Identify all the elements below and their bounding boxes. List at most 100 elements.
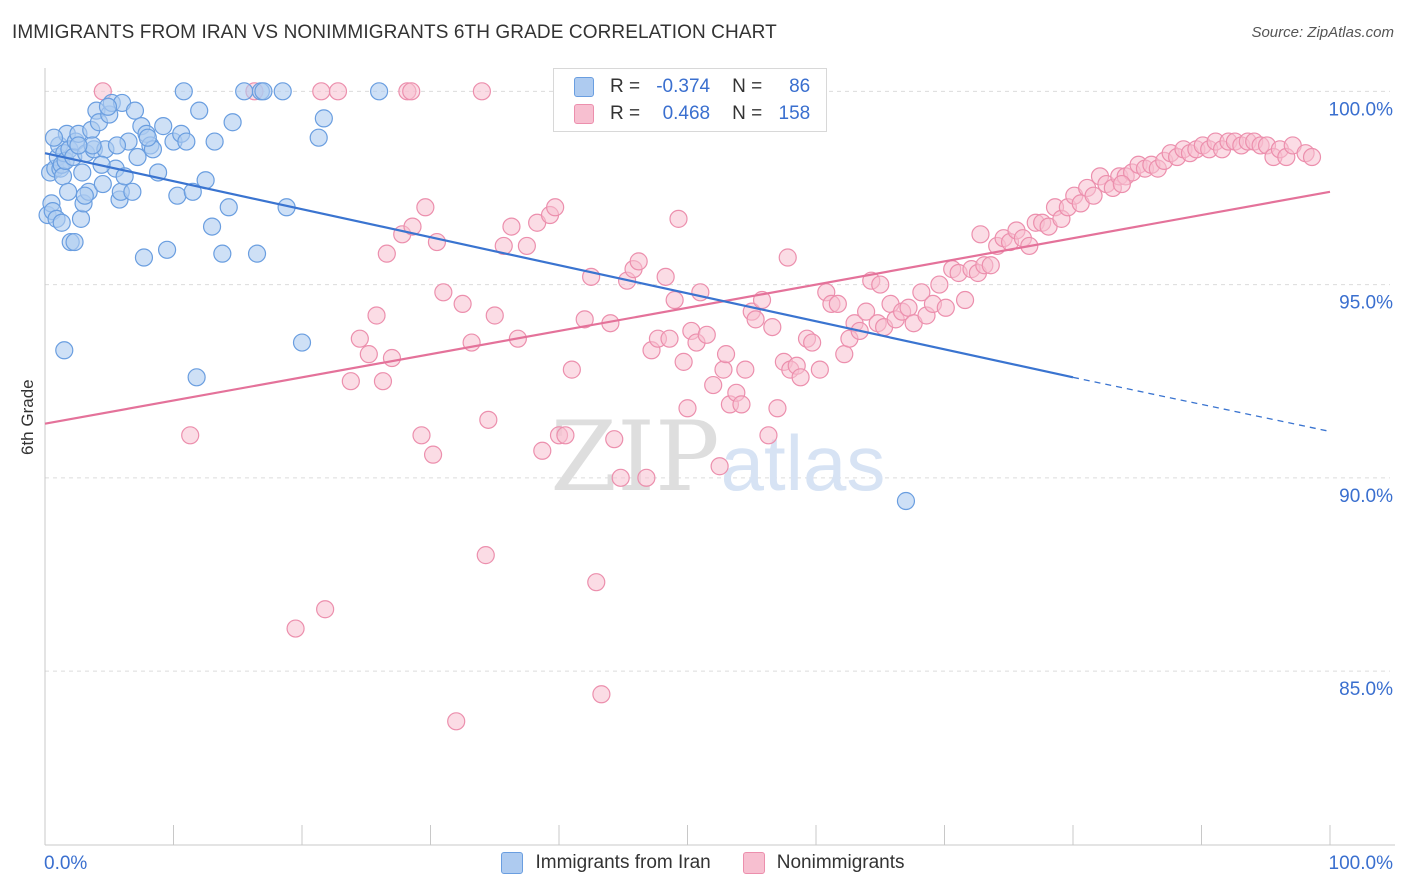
watermark: ZIP atlas <box>550 401 885 513</box>
data-point-nonimmigrants <box>930 275 949 294</box>
chart-title: IMMIGRANTS FROM IRAN VS NONIMMIGRANTS 6T… <box>12 22 777 43</box>
legend-label-nonimmigrants: Nonimmigrants <box>776 852 905 873</box>
data-point-nonimmigrants <box>835 345 854 364</box>
data-point-nonimmigrants <box>517 236 536 256</box>
data-point-nonimmigrants <box>533 441 552 460</box>
data-point-nonimmigrants <box>434 283 453 302</box>
data-point-iran <box>314 109 333 128</box>
data-point-iran <box>73 163 92 182</box>
data-point-nonimmigrants <box>494 236 513 256</box>
data-point-iran <box>370 82 389 101</box>
data-point-nonimmigrants <box>716 345 736 364</box>
data-point-nonimmigrants <box>611 468 630 487</box>
data-point-iran <box>174 82 193 101</box>
data-point-iran <box>168 186 187 205</box>
data-point-iran <box>202 217 222 236</box>
data-point-iran <box>107 136 127 155</box>
y-tick-label: 95.0% <box>1339 293 1393 314</box>
data-point-nonimmigrants <box>871 275 890 294</box>
data-point-nonimmigrants <box>427 232 447 252</box>
data-point-iran <box>65 232 84 252</box>
data-point-nonimmigrants <box>1084 186 1103 205</box>
source-label: Source: ZipAtlas.com <box>1251 24 1394 41</box>
data-point-iran <box>52 213 71 232</box>
data-point-nonimmigrants <box>359 345 378 364</box>
data-point-nonimmigrants <box>936 298 955 317</box>
data-point-iran <box>154 117 173 136</box>
r-label: R = <box>610 103 641 124</box>
y-tick-label: 90.0% <box>1339 486 1393 507</box>
data-point-iran <box>157 240 177 259</box>
data-point-nonimmigrants <box>697 325 716 344</box>
data-point-nonimmigrants <box>810 360 829 379</box>
data-point-iran <box>55 341 74 360</box>
data-point-nonimmigrants <box>746 310 765 329</box>
data-point-iran <box>223 113 242 132</box>
data-point-nonimmigrants <box>416 198 435 217</box>
data-point-nonimmigrants <box>485 306 504 325</box>
data-point-iran <box>98 97 118 116</box>
data-point-nonimmigrants <box>472 82 491 101</box>
series-nonimmigrants <box>93 82 1322 731</box>
r-label: R = <box>610 76 641 97</box>
data-point-nonimmigrants <box>759 426 778 445</box>
data-point-nonimmigrants <box>637 468 656 487</box>
data-point-nonimmigrants <box>502 217 521 236</box>
data-point-iran <box>187 368 206 387</box>
legend-item-nonimmigrants[interactable]: Nonimmigrants <box>742 852 905 874</box>
data-point-nonimmigrants <box>629 252 648 271</box>
x-tick-label-min: 0.0% <box>44 853 87 874</box>
swatch-iran <box>574 77 594 97</box>
data-point-nonimmigrants <box>763 317 782 337</box>
data-point-nonimmigrants <box>955 290 975 310</box>
data-point-iran <box>219 198 238 217</box>
data-point-nonimmigrants <box>704 375 723 395</box>
r-value-nonimmigrants: 0.468 <box>662 103 711 124</box>
trend-line-iran-extension <box>1072 376 1331 433</box>
data-point-nonimmigrants <box>341 372 360 391</box>
r-value-iran: -0.374 <box>656 76 711 97</box>
data-point-nonimmigrants <box>592 685 611 704</box>
data-point-nonimmigrants <box>678 399 697 418</box>
stats-row-iran: R = -0.374 N = 86 <box>574 74 810 100</box>
data-point-iran <box>138 128 157 147</box>
data-point-nonimmigrants <box>710 457 729 476</box>
data-point-nonimmigrants <box>447 712 466 731</box>
data-point-iran <box>309 128 328 147</box>
data-point-iran <box>71 209 91 228</box>
data-point-nonimmigrants <box>181 426 200 445</box>
data-point-nonimmigrants <box>803 333 822 352</box>
data-point-nonimmigrants <box>674 352 693 371</box>
data-point-nonimmigrants <box>768 399 787 418</box>
n-label: N = <box>732 103 763 124</box>
data-point-nonimmigrants <box>412 426 431 445</box>
legend-swatch-iran <box>501 852 524 874</box>
data-point-nonimmigrants <box>316 600 335 619</box>
data-point-nonimmigrants <box>423 445 443 464</box>
data-point-nonimmigrants <box>714 360 733 379</box>
data-point-nonimmigrants <box>546 198 565 217</box>
data-point-iran <box>125 101 145 120</box>
data-point-nonimmigrants <box>377 244 396 263</box>
data-point-nonimmigrants <box>656 267 675 286</box>
data-point-iran <box>254 82 273 101</box>
data-point-nonimmigrants <box>479 410 498 429</box>
data-point-nonimmigrants <box>367 306 386 325</box>
legend-swatch-nonimmigrants <box>742 852 765 874</box>
legend-item-iran[interactable]: Immigrants from Iran <box>501 852 711 874</box>
watermark-atlas: atlas <box>721 419 886 507</box>
data-point-nonimmigrants <box>981 256 1000 275</box>
data-point-iran <box>896 491 916 511</box>
data-point-nonimmigrants <box>286 619 305 638</box>
data-point-nonimmigrants <box>476 546 495 565</box>
axes <box>44 68 1395 846</box>
data-point-nonimmigrants <box>828 294 847 313</box>
data-point-nonimmigrants <box>899 298 918 317</box>
data-point-nonimmigrants <box>587 573 606 592</box>
stats-legend: R = -0.374 N = 86 R = 0.468 N = 158 <box>553 68 827 132</box>
data-point-iran <box>292 333 312 352</box>
data-point-iran <box>93 174 112 194</box>
data-point-nonimmigrants <box>791 368 810 387</box>
data-point-nonimmigrants <box>575 310 594 329</box>
data-point-iran <box>247 244 267 263</box>
